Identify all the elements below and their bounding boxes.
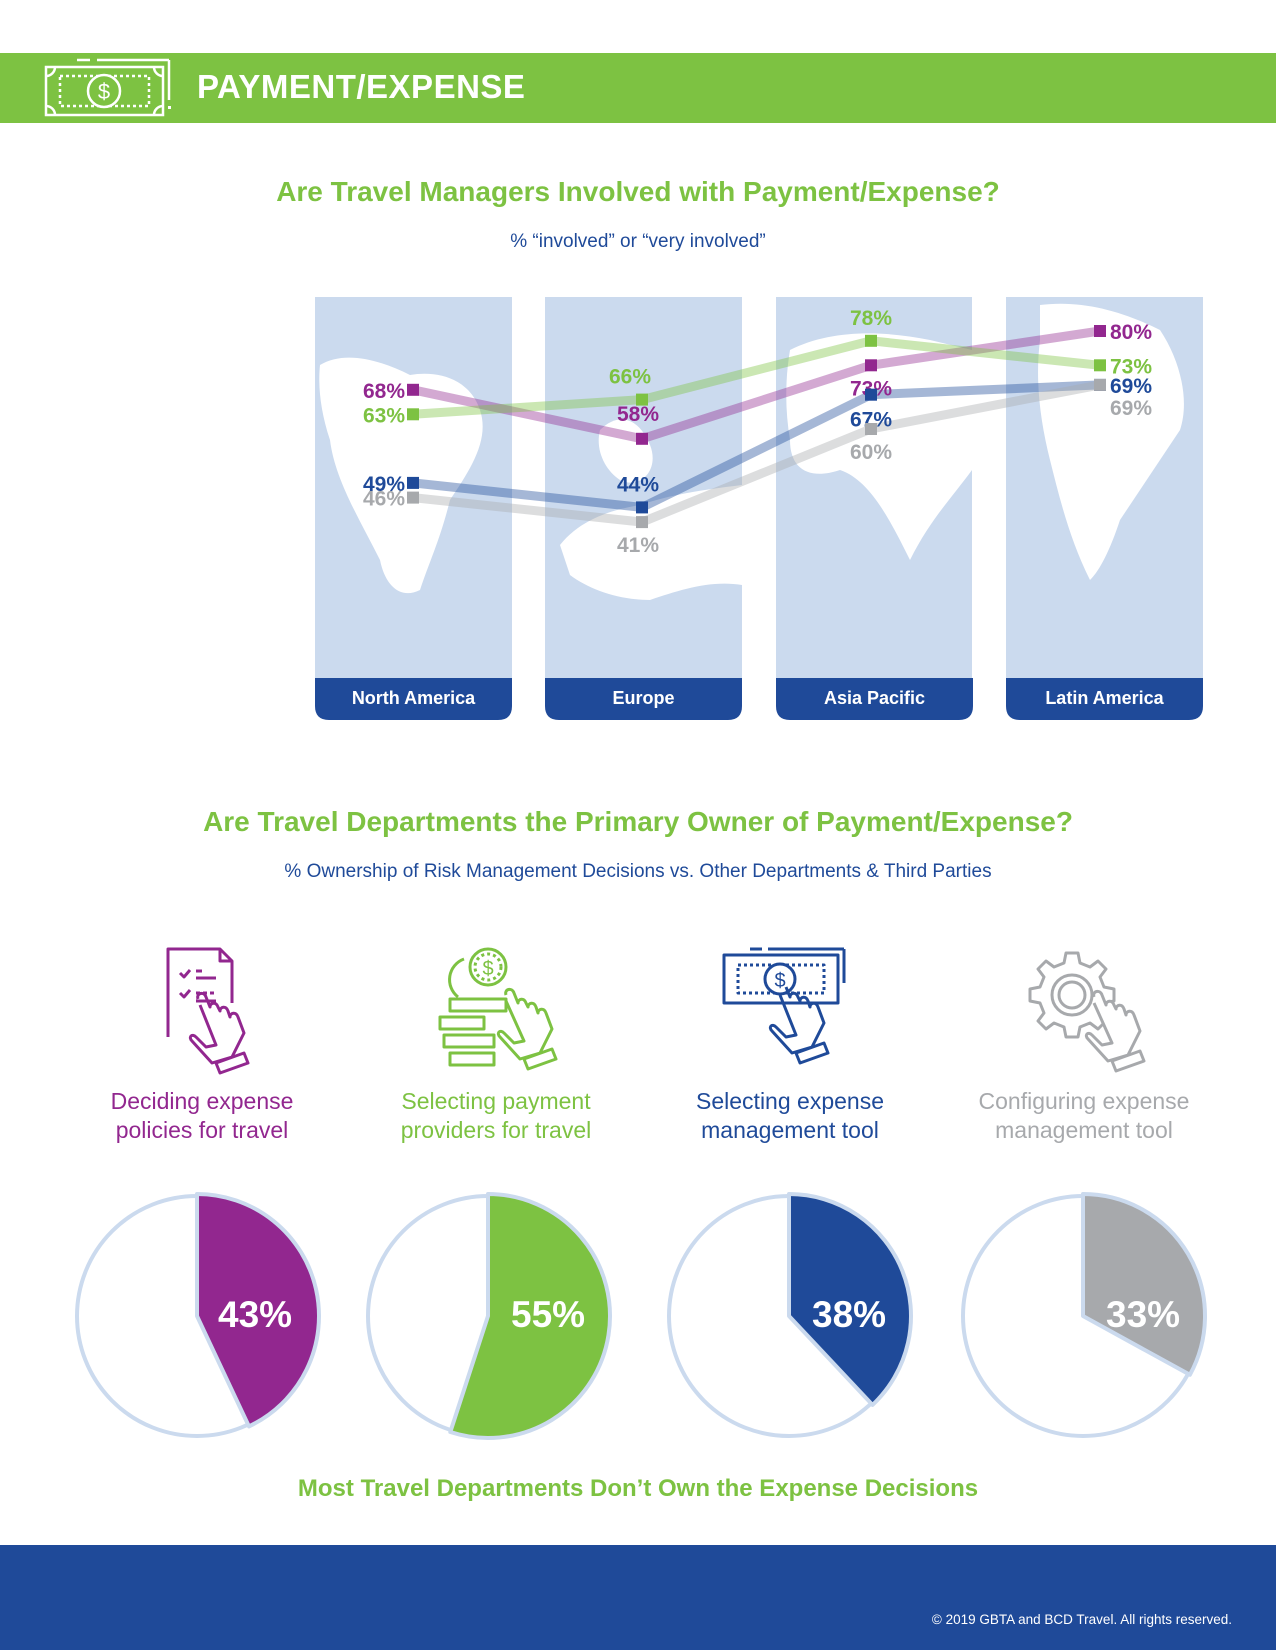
money-bill-icon: $ bbox=[44, 58, 171, 117]
continent-shape bbox=[319, 357, 483, 594]
series-line bbox=[412, 326, 1101, 444]
data-point-marker bbox=[865, 388, 877, 401]
ownership-label-line: management tool bbox=[995, 1117, 1173, 1143]
ownership-label-line: Selecting expense bbox=[696, 1088, 884, 1114]
region-label-band bbox=[1006, 678, 1203, 720]
panel-gap bbox=[512, 297, 545, 678]
ownership-label-line: Deciding expense bbox=[110, 1088, 294, 1114]
ownership-takeaway: Most Travel Departments Don’t Own the Ex… bbox=[297, 1475, 979, 1502]
money-bill-hand-icon: $ bbox=[722, 947, 846, 1065]
data-point-marker bbox=[865, 334, 877, 347]
ownership-category-0: Deciding expense policies for travel bbox=[62, 945, 342, 1165]
pie-chart bbox=[75, 1192, 321, 1438]
data-point-label: 69% bbox=[1110, 397, 1152, 420]
ownership-label-line: Selecting payment bbox=[401, 1088, 591, 1114]
copyright-text: © 2019 GBTA and BCD Travel. All rights r… bbox=[931, 1612, 1232, 1627]
data-point-label: 66% bbox=[609, 366, 651, 389]
region-label-band bbox=[315, 678, 512, 720]
section-header: $ PAYMENT/EXPENSE bbox=[0, 53, 1276, 123]
pie-slice bbox=[1081, 1192, 1207, 1377]
data-point-label: 73% bbox=[1110, 355, 1152, 378]
data-point-label: 78% bbox=[850, 307, 892, 330]
region-label: North America bbox=[352, 688, 476, 708]
data-point-label: 46% bbox=[363, 488, 405, 511]
continent-shape bbox=[786, 333, 972, 560]
panel-gap bbox=[972, 297, 1006, 678]
footer: © 2019 GBTA and BCD Travel. All rights r… bbox=[0, 1545, 1276, 1650]
data-point-marker bbox=[865, 359, 877, 372]
data-point-label: 80% bbox=[1110, 321, 1152, 344]
ownership-pie-0: 43% bbox=[72, 1186, 332, 1446]
data-point-label: 68% bbox=[363, 380, 405, 403]
ownership-chart-title: Are Travel Departments the Primary Owner… bbox=[203, 806, 1073, 837]
gear-hand-icon bbox=[1028, 951, 1146, 1073]
data-point-marker bbox=[1094, 325, 1106, 337]
pie-value-label: 38% bbox=[812, 1294, 887, 1335]
data-point-marker bbox=[865, 423, 877, 435]
panel-gap bbox=[0, 297, 315, 678]
region-label-band bbox=[776, 678, 973, 720]
data-point-marker bbox=[636, 516, 648, 529]
data-point-marker bbox=[1094, 378, 1106, 391]
ownership-category-2: $ Selecting expense management tool bbox=[650, 945, 930, 1165]
data-point-marker bbox=[407, 408, 419, 421]
pie-chart bbox=[366, 1192, 612, 1440]
data-point-marker bbox=[636, 501, 648, 514]
region-label: Asia Pacific bbox=[824, 688, 925, 708]
coins-hand-icon: $ bbox=[438, 947, 558, 1071]
data-point-label: 58% bbox=[617, 403, 659, 426]
ownership-pie-3: 33% bbox=[958, 1186, 1218, 1446]
series-line bbox=[412, 380, 1101, 527]
data-point-marker bbox=[636, 393, 648, 406]
data-point-label: 60% bbox=[850, 441, 892, 464]
pie-value-label: 33% bbox=[1106, 1294, 1181, 1335]
data-point-label: 49% bbox=[363, 473, 405, 496]
data-point-label: 67% bbox=[850, 409, 892, 432]
series-line bbox=[412, 380, 1101, 513]
ownership-chart-subtitle: % Ownership of Risk Management Decisions… bbox=[284, 861, 992, 882]
continent-shape bbox=[560, 485, 742, 600]
involvement-line-chart: North America Europe Asia Pacific Latin Ame… bbox=[0, 297, 1276, 720]
series-line bbox=[412, 336, 1101, 419]
continent-shape bbox=[1038, 303, 1184, 580]
data-point-marker bbox=[1094, 359, 1106, 372]
pie-slice bbox=[448, 1192, 612, 1440]
region-label: Latin America bbox=[1045, 688, 1164, 708]
data-point-label: 41% bbox=[617, 534, 659, 557]
data-point-marker bbox=[407, 476, 419, 489]
checklist-hand-icon bbox=[166, 947, 250, 1075]
panel-gap bbox=[1203, 297, 1276, 678]
ownership-label-line: Configuring expense bbox=[978, 1088, 1190, 1114]
ownership-category-1: $ Selecting payment providers for travel bbox=[356, 945, 636, 1165]
pie-slice bbox=[195, 1192, 321, 1429]
ownership-category-3: Configuring expense management tool bbox=[944, 945, 1224, 1165]
pie-value-label: 43% bbox=[218, 1294, 293, 1335]
pie-value-label: 55% bbox=[511, 1294, 586, 1335]
data-point-label: 69% bbox=[1110, 375, 1152, 398]
ownership-pie-2: 38% bbox=[664, 1186, 924, 1446]
pie-slice bbox=[787, 1192, 913, 1407]
data-point-label: 63% bbox=[363, 404, 405, 427]
svg-text:$: $ bbox=[98, 79, 110, 104]
ownership-pie-1: 55% bbox=[363, 1186, 623, 1446]
panel-gap bbox=[742, 297, 776, 678]
region-label: Europe bbox=[612, 688, 674, 708]
ownership-label-line: management tool bbox=[701, 1117, 879, 1143]
data-point-marker bbox=[407, 383, 419, 396]
region-label-band bbox=[545, 678, 742, 720]
svg-text:$: $ bbox=[482, 958, 493, 980]
data-point-marker bbox=[636, 432, 648, 445]
data-point-label: 44% bbox=[617, 473, 659, 496]
data-point-marker bbox=[407, 491, 419, 504]
header-title: PAYMENT/EXPENSE bbox=[197, 68, 526, 105]
ownership-label-line: providers for travel bbox=[400, 1117, 592, 1143]
involvement-chart-subtitle: % “involved” or “very involved” bbox=[510, 231, 766, 252]
pie-chart bbox=[961, 1192, 1207, 1438]
involvement-chart-title: Are Travel Managers Involved with Paymen… bbox=[276, 176, 1000, 207]
pie-chart bbox=[667, 1192, 913, 1438]
ownership-label-line: policies for travel bbox=[115, 1117, 289, 1143]
region-map-panel bbox=[545, 297, 742, 678]
svg-text:$: $ bbox=[774, 970, 785, 992]
